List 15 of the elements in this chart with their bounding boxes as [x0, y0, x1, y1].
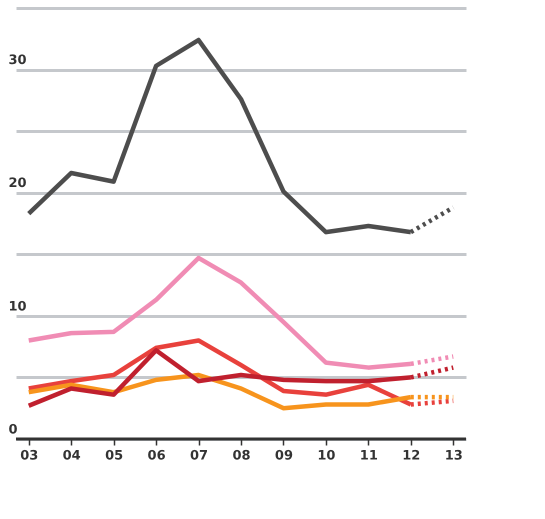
y-tick-label: 30	[8, 53, 27, 68]
y-tick-label: 10	[8, 299, 27, 314]
x-tick-label: 12	[402, 448, 420, 464]
x-tick-label: 05	[105, 448, 124, 464]
x-tick-label: 04	[62, 448, 81, 464]
x-tick-label: 06	[148, 448, 166, 464]
x-tick-label: 09	[274, 448, 293, 464]
x-tick-label: 10	[317, 448, 336, 464]
y-tick-label: 0	[8, 422, 18, 438]
x-tick-label: 07	[190, 448, 208, 464]
x-tick-label: 08	[232, 448, 251, 464]
y-tick-label: 20	[8, 176, 27, 192]
x-tick-label: 11	[360, 448, 378, 464]
x-tick-label: 13	[444, 448, 463, 464]
x-tick-label: 03	[20, 448, 38, 464]
